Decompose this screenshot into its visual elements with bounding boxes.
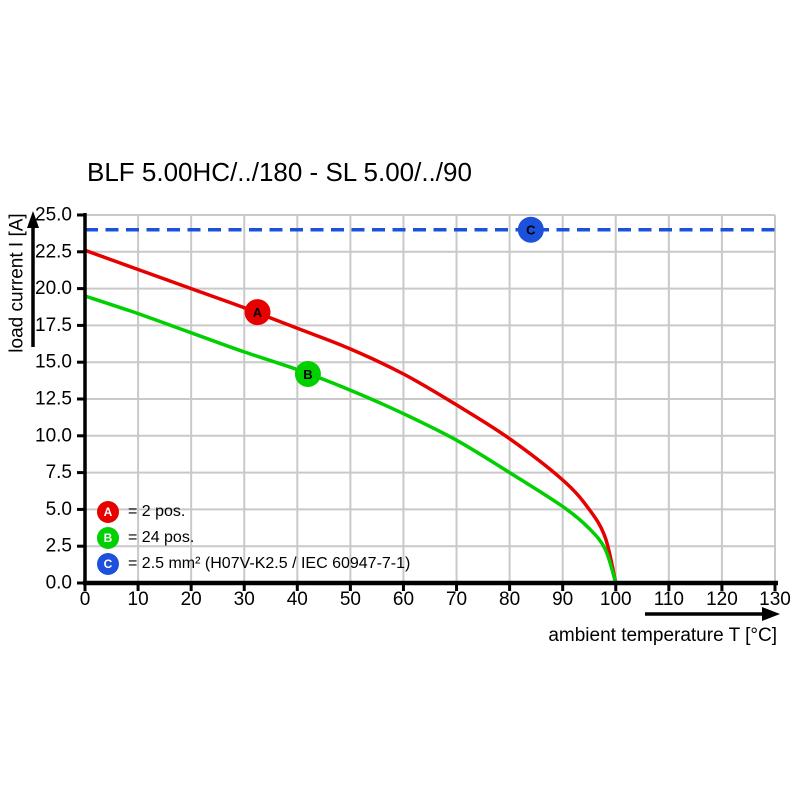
legend-label-b: = 24 pos.: [128, 529, 195, 546]
x-tick-label: 70: [446, 589, 467, 610]
legend-marker-c: C: [97, 553, 119, 575]
x-tick-label: 0: [80, 589, 91, 610]
curve-b: [83, 294, 618, 585]
x-tick-label: 110: [654, 589, 684, 610]
axes: [77, 213, 778, 591]
y-tick-label: 20.0: [35, 278, 72, 299]
legend-label-c: = 2.5 mm² (H07V-K2.5 / IEC 60947-7-1): [128, 555, 411, 572]
marker-c: [517, 216, 544, 243]
chart-title: BLF 5.00HC/../180 - SL 5.00/../90: [87, 157, 472, 187]
x-tick-label: 80: [499, 589, 520, 610]
y-tick-label: 22.5: [35, 241, 72, 262]
y-axis-label: load current I [A]: [7, 213, 28, 352]
y-tick-label: 17.5: [35, 315, 72, 336]
legend-item-b: B = 24 pos.: [97, 527, 410, 549]
x-tick-label: 100: [600, 589, 632, 610]
x-tick-label: 130: [759, 589, 791, 610]
marker-letter-b: B: [303, 367, 312, 382]
x-tick-label: 20: [181, 589, 202, 610]
y-tick-label: 0.0: [46, 573, 72, 594]
series-curves: [83, 248, 618, 585]
y-tick-label: 7.5: [46, 462, 72, 483]
y-tick-label: 12.5: [35, 389, 72, 410]
x-tick-label: 60: [393, 589, 414, 610]
y-axis-arrow-icon: [27, 211, 39, 347]
x-tick-label: 30: [234, 589, 255, 610]
tick-labels: 0.0 2.5 5.0 7.5 10.0 12.5 15.0 17.5 20.0 22.5 25.0…: [35, 205, 791, 610]
legend-item-a: A = 2 pos.: [97, 501, 410, 523]
x-tick-label: 50: [340, 589, 361, 610]
marker-letter-c: C: [526, 223, 536, 238]
marker-letter-a: A: [253, 305, 263, 320]
y-tick-label: 2.5: [46, 536, 72, 557]
x-axis-arrow-icon: [645, 607, 780, 621]
legend-label-a: = 2 pos.: [128, 503, 186, 520]
x-tick-label: 90: [552, 589, 573, 610]
y-tick-label: 5.0: [46, 499, 72, 520]
x-tick-label: 120: [706, 589, 738, 610]
x-tick-label: 10: [128, 589, 149, 610]
legend-marker-b: B: [97, 527, 119, 549]
y-tick-label: 10.0: [35, 425, 72, 446]
legend-item-c: C = 2.5 mm² (H07V-K2.5 / IEC 60947-7-1): [97, 553, 410, 575]
y-tick-label: 15.0: [35, 352, 72, 373]
x-axis-label: ambient temperature T [°C]: [548, 625, 777, 646]
legend-marker-a: A: [97, 501, 119, 523]
y-tick-label: 25.0: [35, 205, 72, 226]
x-tick-label: 40: [287, 589, 308, 610]
curve-markers: A B C: [244, 216, 544, 387]
marker-a: [244, 299, 271, 326]
marker-b: [294, 360, 321, 387]
legend: A = 2 pos. B = 24 pos. C = 2.5 mm² (H07V…: [97, 501, 410, 579]
curve-a: [83, 248, 618, 585]
